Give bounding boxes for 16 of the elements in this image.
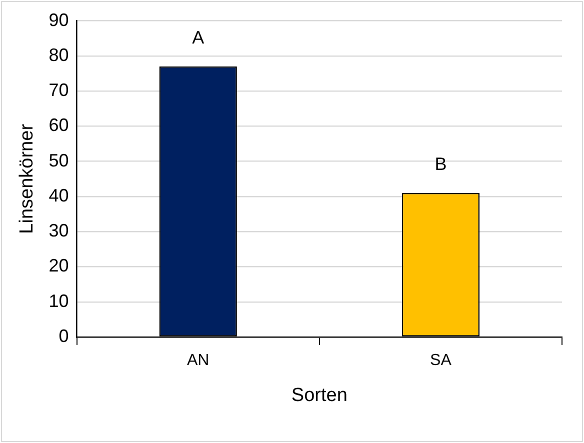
y-tick-label: 50 [48, 150, 69, 170]
y-tick-label: 10 [48, 290, 69, 311]
y-tick-label: 20 [48, 256, 69, 276]
y-tick-label: 90 [48, 10, 69, 30]
y-tick-label: 80 [48, 44, 69, 65]
y-tick-label: 40 [48, 185, 69, 206]
annotation: B [434, 154, 447, 174]
y-tick-label: 60 [48, 115, 69, 136]
x-axis-title: Sorten [291, 384, 348, 406]
y-tick-label: 30 [48, 220, 69, 241]
y-axis-title: Linsenkörner [16, 123, 38, 234]
y-tick-label: 70 [48, 80, 69, 100]
annotation: A [192, 27, 204, 48]
x-tick-label: AN [187, 352, 210, 370]
y-tick-label: 0 [58, 326, 69, 346]
x-tick-label: SA [430, 352, 452, 370]
